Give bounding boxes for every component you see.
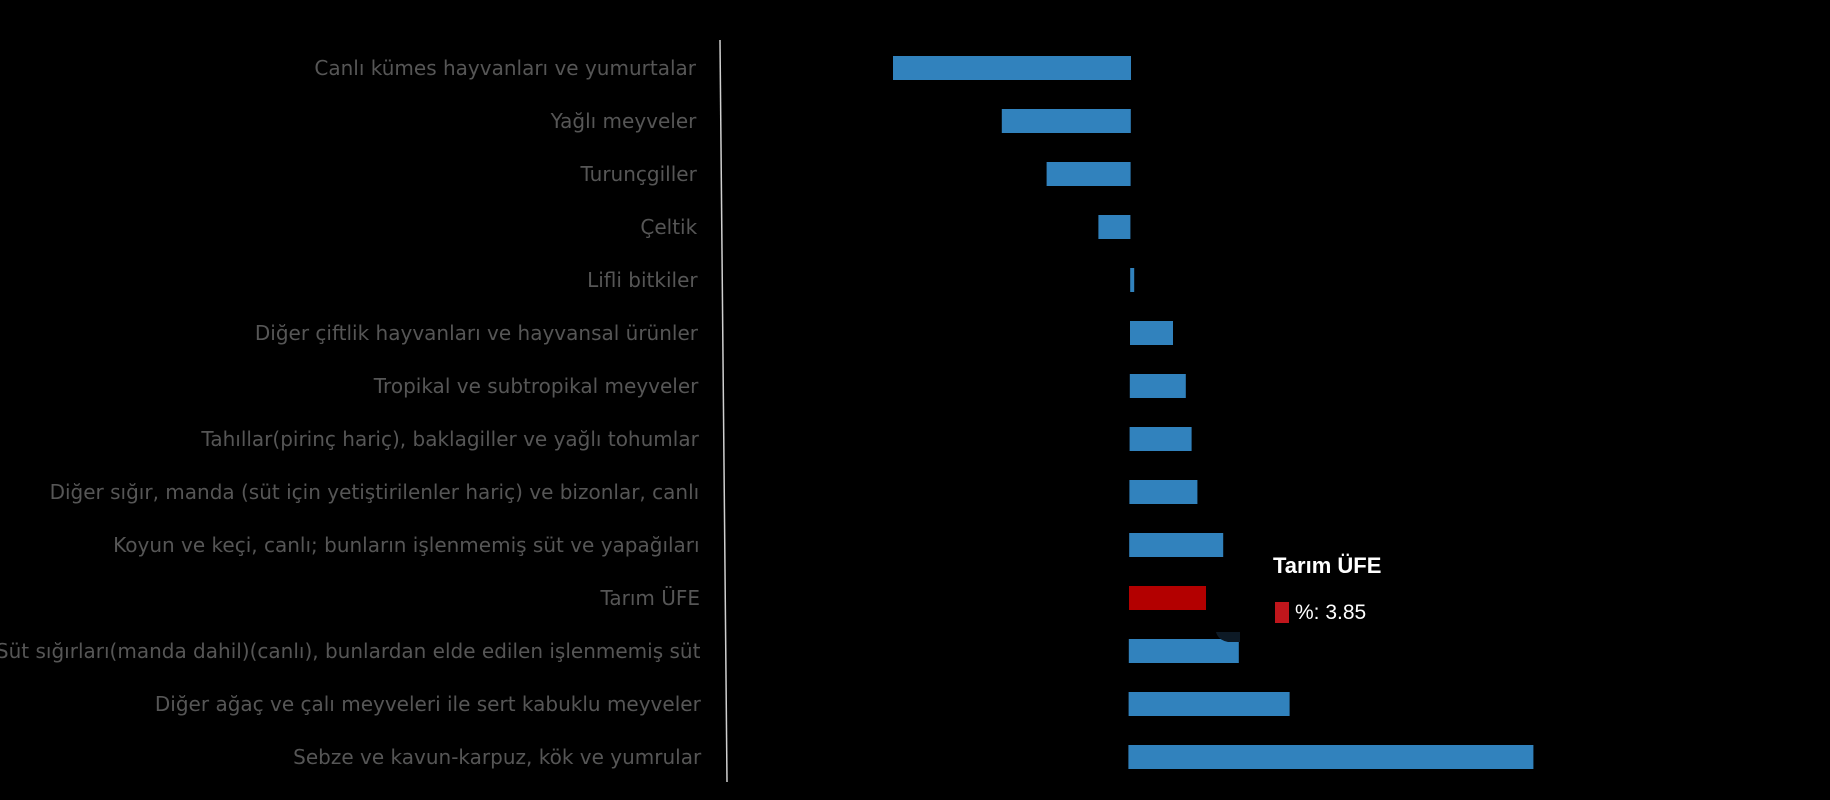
bar[interactable]	[1129, 374, 1186, 398]
category-label: Diğer sığır, manda (süt için yetiştirile…	[50, 480, 700, 504]
bar[interactable]	[1129, 480, 1198, 504]
bar[interactable]	[1098, 215, 1131, 239]
y-axis-line	[719, 39, 728, 783]
category-label: Tarım ÜFE	[599, 586, 700, 610]
bar[interactable]	[1046, 162, 1131, 186]
tooltip-title: Tarım ÜFE	[1273, 553, 1381, 578]
category-label: Sebze ve kavun-karpuz, kök ve yumrular	[293, 745, 702, 769]
category-label: Lifli bitkiler	[587, 268, 698, 292]
tooltip-value: %: 3.85	[1295, 601, 1366, 624]
category-label: Turunçgiller	[579, 162, 697, 186]
tooltip: Tarım ÜFE %: 3.85	[1216, 553, 1381, 642]
category-label: Canlı kümes hayvanları ve yumurtalar	[314, 56, 696, 80]
category-label: Diğer ağaç ve çalı meyveleri ile sert ka…	[155, 692, 702, 716]
category-label: Yağlı meyveler	[550, 109, 698, 133]
bar[interactable]	[1128, 639, 1239, 663]
tooltip-swatch	[1275, 602, 1289, 623]
bar[interactable]	[893, 56, 1131, 80]
category-label: Tropikal ve subtropikal meyveler	[373, 374, 699, 398]
bar[interactable]	[1128, 745, 1534, 769]
category-label: Tahıllar(pirinç hariç), baklagiller ve y…	[200, 427, 699, 451]
bar[interactable]	[1129, 533, 1224, 557]
bar[interactable]	[1130, 268, 1135, 292]
category-label: Diğer çiftlik hayvanları ve hayvansal ür…	[255, 321, 699, 345]
bar-highlight[interactable]	[1129, 586, 1206, 610]
bar[interactable]	[1129, 427, 1192, 451]
category-label: Koyun ve keçi, canlı; bunların işlenmemi…	[113, 533, 699, 557]
bar[interactable]	[1130, 321, 1173, 345]
category-label: Süt sığırları(manda dahil)(canlı), bunla…	[0, 639, 701, 663]
tooltip-pointer	[1216, 632, 1240, 642]
bar[interactable]	[1001, 109, 1131, 133]
category-label: Çeltik	[640, 215, 697, 239]
bar[interactable]	[1128, 692, 1290, 716]
